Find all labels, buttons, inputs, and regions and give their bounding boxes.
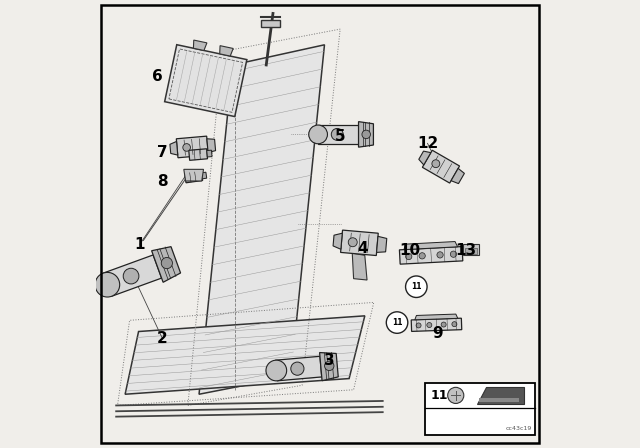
Circle shape [348, 238, 357, 247]
Polygon shape [318, 125, 358, 144]
Text: 11: 11 [392, 318, 403, 327]
Polygon shape [170, 142, 178, 155]
Text: 7: 7 [157, 145, 168, 160]
Polygon shape [220, 46, 233, 56]
Circle shape [419, 253, 426, 259]
Polygon shape [164, 45, 247, 116]
Circle shape [332, 129, 343, 140]
Polygon shape [422, 150, 460, 183]
Text: 10: 10 [399, 243, 420, 258]
Text: cc43c19: cc43c19 [506, 426, 532, 431]
Text: 6: 6 [152, 69, 163, 84]
Circle shape [432, 160, 440, 168]
Bar [425, 383, 535, 435]
Polygon shape [340, 230, 378, 255]
Polygon shape [419, 151, 431, 165]
Circle shape [452, 322, 457, 327]
Polygon shape [193, 40, 207, 51]
Polygon shape [207, 150, 212, 157]
Polygon shape [412, 318, 461, 332]
Text: 12: 12 [417, 136, 438, 151]
Polygon shape [319, 353, 339, 381]
Text: 11: 11 [431, 389, 448, 402]
Polygon shape [477, 387, 524, 404]
Circle shape [441, 322, 446, 327]
Polygon shape [207, 139, 216, 152]
Circle shape [437, 252, 443, 258]
Polygon shape [404, 241, 458, 250]
Polygon shape [275, 356, 322, 381]
Circle shape [183, 144, 191, 151]
Circle shape [406, 276, 427, 297]
Polygon shape [116, 267, 141, 282]
Polygon shape [479, 399, 520, 402]
Polygon shape [152, 247, 180, 282]
Polygon shape [202, 172, 207, 179]
Polygon shape [333, 233, 342, 249]
Circle shape [387, 312, 408, 333]
Polygon shape [465, 248, 477, 254]
Polygon shape [125, 316, 365, 394]
Circle shape [324, 361, 334, 370]
Polygon shape [415, 314, 458, 320]
Text: 9: 9 [432, 326, 443, 341]
Text: 4: 4 [357, 241, 368, 256]
Polygon shape [176, 136, 209, 158]
Circle shape [95, 272, 120, 297]
Polygon shape [185, 171, 203, 183]
Polygon shape [463, 244, 479, 255]
Circle shape [308, 125, 328, 144]
Polygon shape [352, 253, 367, 280]
Polygon shape [189, 149, 207, 160]
Circle shape [362, 130, 371, 139]
Polygon shape [451, 168, 465, 184]
Polygon shape [358, 122, 373, 147]
Circle shape [451, 251, 456, 257]
Text: 8: 8 [157, 174, 168, 189]
Polygon shape [103, 255, 161, 296]
Circle shape [266, 360, 287, 381]
Polygon shape [399, 246, 463, 264]
Text: 1: 1 [134, 237, 145, 252]
Text: 11: 11 [411, 282, 422, 291]
Circle shape [161, 258, 172, 269]
Circle shape [416, 323, 421, 328]
Text: 5: 5 [335, 129, 346, 144]
Polygon shape [376, 237, 387, 252]
Polygon shape [199, 45, 324, 394]
Circle shape [448, 388, 464, 404]
Circle shape [427, 323, 432, 327]
Text: 3: 3 [324, 353, 334, 368]
Text: 2: 2 [157, 331, 168, 346]
Text: 13: 13 [455, 243, 476, 258]
Circle shape [124, 268, 139, 284]
Circle shape [406, 254, 412, 260]
Circle shape [291, 362, 304, 375]
Polygon shape [261, 20, 280, 27]
Polygon shape [184, 169, 204, 181]
